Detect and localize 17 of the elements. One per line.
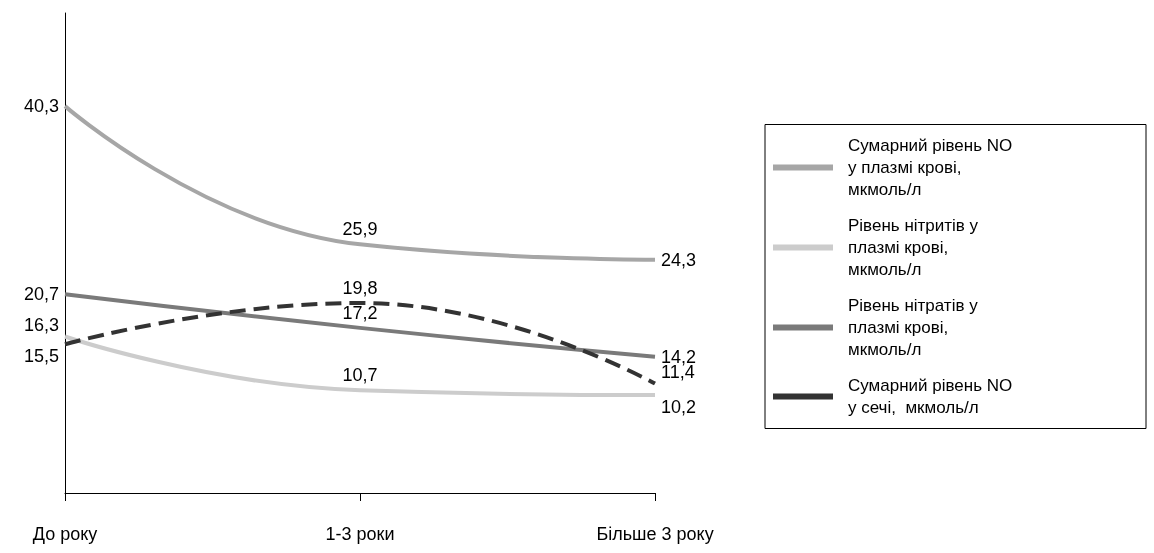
data-label: 24,3	[661, 249, 697, 270]
x-tick-label: Більше 3 року	[596, 524, 714, 544]
data-label: 20,7	[23, 284, 59, 305]
legend-label: Рівень нітритів у плазмі крові, мкмоль/л	[848, 216, 983, 279]
data-label: 10,2	[661, 397, 697, 418]
data-label: 15,5	[23, 346, 59, 367]
data-label: 25,9	[342, 219, 378, 240]
legend-label: Рівень нітратів у плазмі крові, мкмоль/л	[848, 296, 983, 359]
x-tick-label: До року	[32, 524, 98, 544]
legend-label: Сумарний рівень NO у плазмі крові, мкмоль/л	[848, 136, 1018, 199]
legend-label: Сумарний рівень NO у сечі, мкмоль/л	[848, 376, 1018, 417]
data-label: 16,3	[23, 314, 59, 335]
data-label: 19,8	[342, 277, 378, 298]
data-label: 40,3	[23, 96, 59, 117]
data-label: 17,2	[342, 302, 378, 323]
data-label: 10,7	[342, 365, 378, 386]
x-tick-label: 1-3 роки	[325, 524, 395, 544]
